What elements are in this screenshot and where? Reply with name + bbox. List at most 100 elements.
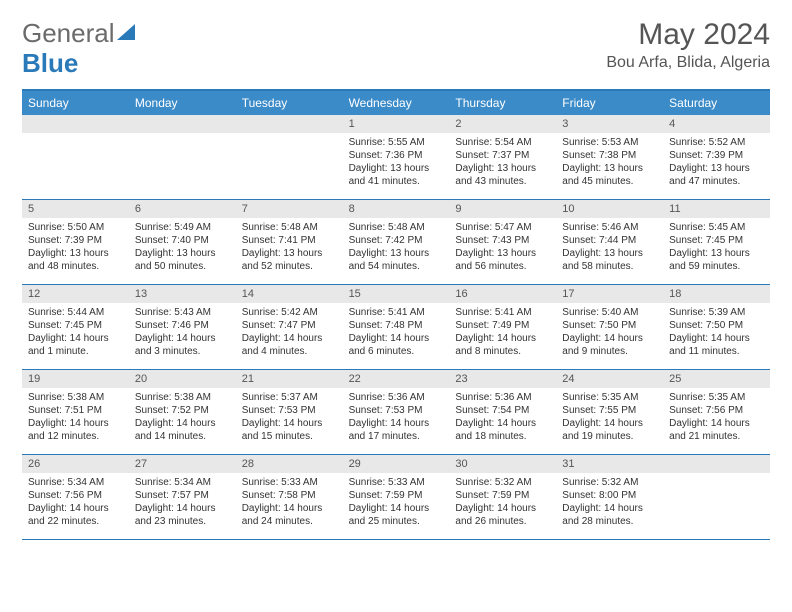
day-details: Sunrise: 5:41 AMSunset: 7:48 PMDaylight:…	[343, 303, 450, 363]
daylight-text: Daylight: 14 hours and 25 minutes.	[349, 502, 444, 528]
day-details: Sunrise: 5:35 AMSunset: 7:55 PMDaylight:…	[556, 388, 663, 448]
day-cell: 19Sunrise: 5:38 AMSunset: 7:51 PMDayligh…	[22, 370, 129, 454]
day-details: Sunrise: 5:53 AMSunset: 7:38 PMDaylight:…	[556, 133, 663, 193]
sunset-text: Sunset: 7:57 PM	[135, 489, 230, 502]
day-details: Sunrise: 5:39 AMSunset: 7:50 PMDaylight:…	[663, 303, 770, 363]
sunset-text: Sunset: 7:40 PM	[135, 234, 230, 247]
sunrise-text: Sunrise: 5:53 AM	[562, 136, 657, 149]
sunrise-text: Sunrise: 5:46 AM	[562, 221, 657, 234]
day-details: Sunrise: 5:47 AMSunset: 7:43 PMDaylight:…	[449, 218, 556, 278]
day-number: 9	[449, 200, 556, 218]
daylight-text: Daylight: 14 hours and 17 minutes.	[349, 417, 444, 443]
day-details: Sunrise: 5:36 AMSunset: 7:54 PMDaylight:…	[449, 388, 556, 448]
day-number	[663, 455, 770, 473]
day-cell: 16Sunrise: 5:41 AMSunset: 7:49 PMDayligh…	[449, 285, 556, 369]
day-cell: 23Sunrise: 5:36 AMSunset: 7:54 PMDayligh…	[449, 370, 556, 454]
day-number: 25	[663, 370, 770, 388]
day-details: Sunrise: 5:38 AMSunset: 7:52 PMDaylight:…	[129, 388, 236, 448]
sunset-text: Sunset: 7:36 PM	[349, 149, 444, 162]
day-details: Sunrise: 5:44 AMSunset: 7:45 PMDaylight:…	[22, 303, 129, 363]
day-number: 17	[556, 285, 663, 303]
day-details: Sunrise: 5:32 AMSunset: 7:59 PMDaylight:…	[449, 473, 556, 533]
daylight-text: Daylight: 13 hours and 54 minutes.	[349, 247, 444, 273]
sunrise-text: Sunrise: 5:36 AM	[349, 391, 444, 404]
day-cell: 25Sunrise: 5:35 AMSunset: 7:56 PMDayligh…	[663, 370, 770, 454]
day-details: Sunrise: 5:42 AMSunset: 7:47 PMDaylight:…	[236, 303, 343, 363]
day-details: Sunrise: 5:37 AMSunset: 7:53 PMDaylight:…	[236, 388, 343, 448]
week-row: 1Sunrise: 5:55 AMSunset: 7:36 PMDaylight…	[22, 115, 770, 200]
day-number: 23	[449, 370, 556, 388]
day-number: 1	[343, 115, 450, 133]
sunrise-text: Sunrise: 5:45 AM	[669, 221, 764, 234]
sunset-text: Sunset: 7:37 PM	[455, 149, 550, 162]
sunrise-text: Sunrise: 5:49 AM	[135, 221, 230, 234]
daylight-text: Daylight: 14 hours and 18 minutes.	[455, 417, 550, 443]
day-number: 29	[343, 455, 450, 473]
sunset-text: Sunset: 7:43 PM	[455, 234, 550, 247]
day-cell: 14Sunrise: 5:42 AMSunset: 7:47 PMDayligh…	[236, 285, 343, 369]
day-number: 7	[236, 200, 343, 218]
day-number: 8	[343, 200, 450, 218]
sunset-text: Sunset: 7:49 PM	[455, 319, 550, 332]
day-cell: 21Sunrise: 5:37 AMSunset: 7:53 PMDayligh…	[236, 370, 343, 454]
day-cell: 7Sunrise: 5:48 AMSunset: 7:41 PMDaylight…	[236, 200, 343, 284]
day-details: Sunrise: 5:45 AMSunset: 7:45 PMDaylight:…	[663, 218, 770, 278]
sunset-text: Sunset: 7:50 PM	[562, 319, 657, 332]
week-row: 26Sunrise: 5:34 AMSunset: 7:56 PMDayligh…	[22, 455, 770, 540]
day-number: 6	[129, 200, 236, 218]
day-details: Sunrise: 5:52 AMSunset: 7:39 PMDaylight:…	[663, 133, 770, 193]
sunrise-text: Sunrise: 5:34 AM	[135, 476, 230, 489]
day-cell: 29Sunrise: 5:33 AMSunset: 7:59 PMDayligh…	[343, 455, 450, 539]
sunset-text: Sunset: 7:54 PM	[455, 404, 550, 417]
sunrise-text: Sunrise: 5:38 AM	[28, 391, 123, 404]
sunset-text: Sunset: 7:39 PM	[28, 234, 123, 247]
day-cell	[663, 455, 770, 539]
daylight-text: Daylight: 14 hours and 23 minutes.	[135, 502, 230, 528]
title-block: May 2024 Bou Arfa, Blida, Algeria	[606, 18, 770, 72]
day-details: Sunrise: 5:55 AMSunset: 7:36 PMDaylight:…	[343, 133, 450, 193]
sunrise-text: Sunrise: 5:32 AM	[562, 476, 657, 489]
day-cell: 24Sunrise: 5:35 AMSunset: 7:55 PMDayligh…	[556, 370, 663, 454]
daylight-text: Daylight: 13 hours and 48 minutes.	[28, 247, 123, 273]
sunrise-text: Sunrise: 5:44 AM	[28, 306, 123, 319]
daylight-text: Daylight: 14 hours and 3 minutes.	[135, 332, 230, 358]
day-details: Sunrise: 5:50 AMSunset: 7:39 PMDaylight:…	[22, 218, 129, 278]
day-details: Sunrise: 5:35 AMSunset: 7:56 PMDaylight:…	[663, 388, 770, 448]
daylight-text: Daylight: 14 hours and 21 minutes.	[669, 417, 764, 443]
day-number	[22, 115, 129, 133]
sunrise-text: Sunrise: 5:47 AM	[455, 221, 550, 234]
daylight-text: Daylight: 14 hours and 19 minutes.	[562, 417, 657, 443]
sunset-text: Sunset: 7:45 PM	[28, 319, 123, 332]
daylight-text: Daylight: 14 hours and 6 minutes.	[349, 332, 444, 358]
day-number: 28	[236, 455, 343, 473]
daylight-text: Daylight: 14 hours and 14 minutes.	[135, 417, 230, 443]
logo-sail-icon	[117, 18, 139, 49]
day-headers-row: Sunday Monday Tuesday Wednesday Thursday…	[22, 91, 770, 115]
sunrise-text: Sunrise: 5:40 AM	[562, 306, 657, 319]
daylight-text: Daylight: 13 hours and 59 minutes.	[669, 247, 764, 273]
sunset-text: Sunset: 7:46 PM	[135, 319, 230, 332]
day-details: Sunrise: 5:34 AMSunset: 7:56 PMDaylight:…	[22, 473, 129, 533]
day-number	[129, 115, 236, 133]
day-cell: 12Sunrise: 5:44 AMSunset: 7:45 PMDayligh…	[22, 285, 129, 369]
sunset-text: Sunset: 7:59 PM	[349, 489, 444, 502]
sunrise-text: Sunrise: 5:43 AM	[135, 306, 230, 319]
daylight-text: Daylight: 14 hours and 15 minutes.	[242, 417, 337, 443]
logo: General	[22, 18, 139, 49]
sunrise-text: Sunrise: 5:37 AM	[242, 391, 337, 404]
day-details: Sunrise: 5:33 AMSunset: 7:58 PMDaylight:…	[236, 473, 343, 533]
day-number: 11	[663, 200, 770, 218]
sunset-text: Sunset: 7:47 PM	[242, 319, 337, 332]
day-number	[236, 115, 343, 133]
sunset-text: Sunset: 8:00 PM	[562, 489, 657, 502]
daylight-text: Daylight: 14 hours and 26 minutes.	[455, 502, 550, 528]
daylight-text: Daylight: 14 hours and 12 minutes.	[28, 417, 123, 443]
daylight-text: Daylight: 13 hours and 43 minutes.	[455, 162, 550, 188]
day-cell: 10Sunrise: 5:46 AMSunset: 7:44 PMDayligh…	[556, 200, 663, 284]
sunset-text: Sunset: 7:42 PM	[349, 234, 444, 247]
day-cell: 5Sunrise: 5:50 AMSunset: 7:39 PMDaylight…	[22, 200, 129, 284]
daylight-text: Daylight: 13 hours and 47 minutes.	[669, 162, 764, 188]
sunset-text: Sunset: 7:39 PM	[669, 149, 764, 162]
day-cell: 11Sunrise: 5:45 AMSunset: 7:45 PMDayligh…	[663, 200, 770, 284]
day-number: 10	[556, 200, 663, 218]
